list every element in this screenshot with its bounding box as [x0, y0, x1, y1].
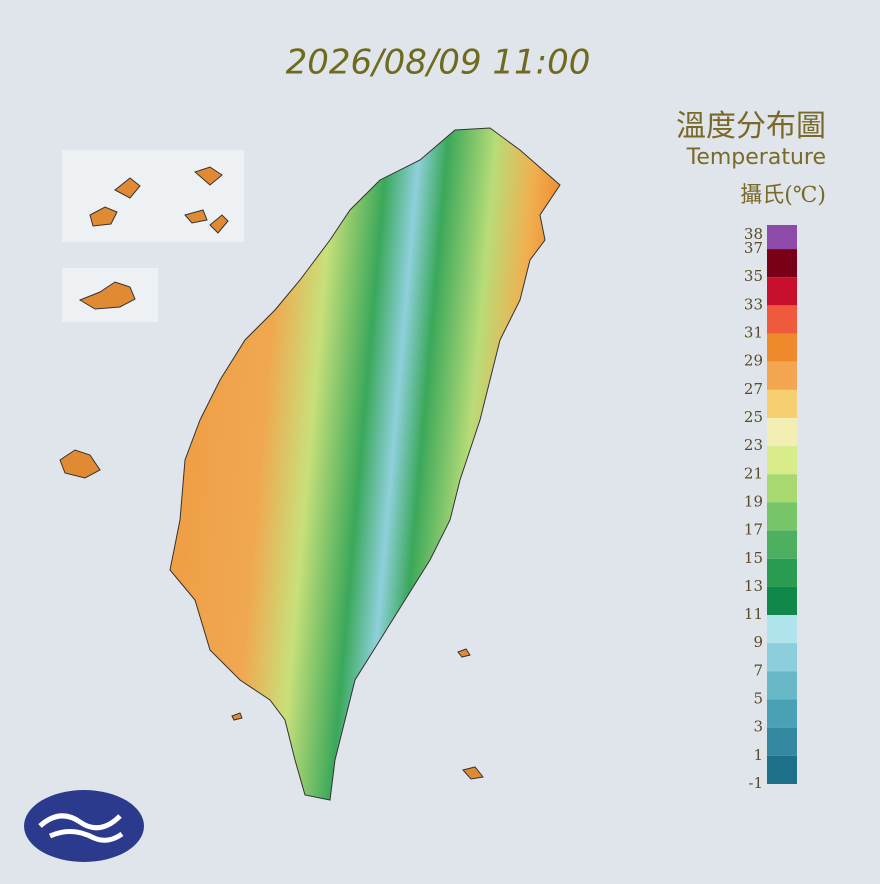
legend-swatch	[767, 277, 797, 306]
legend-tick-label: 29	[744, 352, 763, 370]
legend-tick-label: 13	[744, 577, 763, 595]
legend-subtitle: Temperature	[686, 145, 826, 170]
legend-swatch	[767, 727, 797, 756]
timestamp: 2026/08/09 11:00	[286, 43, 591, 83]
legend-tick-label: 3	[753, 718, 763, 736]
legend-tick-label: 23	[744, 436, 763, 454]
legend-swatch	[767, 389, 797, 418]
legend-tick-label: 37	[744, 239, 763, 257]
legend-tick-label: 7	[753, 661, 763, 679]
legend-swatch	[767, 474, 797, 503]
legend-tick-label: 35	[744, 267, 763, 285]
legend-swatch	[767, 249, 797, 278]
legend-swatch	[767, 530, 797, 559]
taiwan-map	[169, 127, 561, 801]
legend-swatch	[767, 333, 797, 362]
legend-tick-label: 15	[744, 549, 763, 567]
legend-swatch	[767, 586, 797, 616]
legend-tick-label: 1	[753, 746, 763, 764]
legend-tick-label: 21	[744, 464, 763, 482]
legend-unit: 攝氏(℃)	[740, 183, 826, 208]
legend-swatch	[767, 361, 797, 390]
legend-tick-label: 9	[753, 633, 763, 651]
legend-tick-label: 17	[744, 521, 763, 539]
legend-tick-label: 33	[744, 295, 763, 313]
legend-tick-label: 11	[744, 605, 763, 623]
legend-tick-label: 38	[744, 225, 763, 243]
legend-swatch	[767, 755, 797, 784]
legend-title: 溫度分布圖	[676, 109, 826, 144]
legend-tick-label: 27	[744, 380, 763, 398]
legend-tick-label: 19	[744, 492, 763, 510]
legend-swatch	[767, 446, 797, 475]
legend-tick-label: 25	[744, 408, 763, 426]
legend-swatch	[767, 615, 797, 644]
legend-swatch	[767, 305, 797, 334]
legend-swatch	[767, 502, 797, 531]
legend-tick-label: 31	[744, 324, 763, 342]
legend-tick-label: 5	[753, 690, 763, 708]
legend-swatch	[767, 225, 797, 250]
legend-swatch	[767, 418, 797, 447]
islands	[59, 166, 484, 780]
legend-swatch	[767, 699, 797, 728]
legend-tick-label: -1	[748, 774, 763, 792]
legend-swatch	[767, 671, 797, 700]
legend-swatch	[767, 558, 797, 587]
logo-mark	[38, 813, 124, 843]
legend-swatch	[767, 643, 797, 672]
